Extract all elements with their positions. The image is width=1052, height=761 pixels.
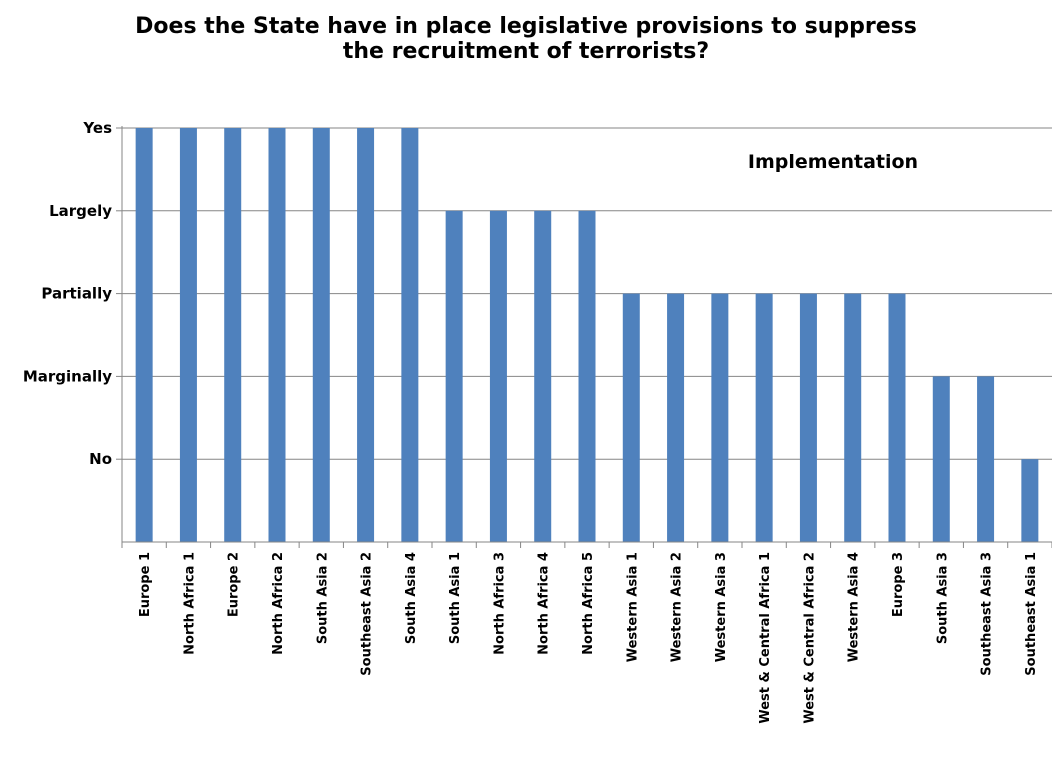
bar xyxy=(489,210,507,543)
bar xyxy=(357,128,375,542)
x-tick-label: South Asia 3 xyxy=(935,552,950,644)
x-axis-tick-labels: Europe 1 North Africa 1 Europe 2 North Afri… xyxy=(138,552,1039,724)
axes xyxy=(116,126,1052,548)
bar xyxy=(622,293,640,542)
bar xyxy=(888,293,906,542)
x-tick-label: South Asia 2 xyxy=(315,552,330,644)
bar xyxy=(799,293,817,542)
x-tick-label: North Africa 1 xyxy=(182,552,197,655)
x-tick-label: North Africa 3 xyxy=(492,552,507,655)
bar xyxy=(667,293,685,542)
x-tick-label: South Asia 1 xyxy=(448,552,463,644)
x-tick-label: Western Asia 3 xyxy=(714,552,729,662)
x-tick-label: Southeast Asia 1 xyxy=(1024,552,1039,676)
bar xyxy=(711,293,729,542)
x-tick-label: Europe 2 xyxy=(227,552,242,617)
chart-title-line-1: Does the State have in place legislative… xyxy=(135,14,917,39)
bar xyxy=(445,210,463,543)
bar xyxy=(534,210,552,543)
bar xyxy=(932,376,950,542)
x-tick-label: Europe 1 xyxy=(138,552,153,617)
x-tick-label: North Africa 5 xyxy=(581,552,596,655)
bar xyxy=(401,128,419,542)
bar xyxy=(135,128,153,542)
y-tick-label: Partially xyxy=(41,285,112,303)
y-tick-label: Marginally xyxy=(23,367,112,385)
x-tick-label: North Africa 4 xyxy=(537,552,552,655)
y-tick-label: Yes xyxy=(82,119,112,137)
bars xyxy=(135,128,1039,543)
x-tick-label: Southeast Asia 2 xyxy=(360,552,375,676)
implementation-annotation: Implementation xyxy=(748,151,918,173)
x-tick-label: Europe 3 xyxy=(891,552,906,617)
x-tick-label: South Asia 4 xyxy=(404,552,419,644)
x-tick-label: North Africa 2 xyxy=(271,552,286,655)
bar xyxy=(977,376,995,542)
bar xyxy=(578,210,596,543)
y-tick-label: Largely xyxy=(49,202,112,220)
x-tick-label: West & Central Africa 1 xyxy=(758,552,773,724)
bar xyxy=(755,293,773,542)
x-tick-label: Western Asia 1 xyxy=(625,552,640,662)
x-tick-label: Southeast Asia 3 xyxy=(980,552,995,676)
bar xyxy=(179,128,197,542)
bar xyxy=(268,128,286,542)
bar xyxy=(224,128,242,542)
bar xyxy=(312,128,330,542)
x-tick-label: Western Asia 4 xyxy=(847,552,862,662)
bar xyxy=(844,293,862,542)
x-tick-label: Western Asia 2 xyxy=(670,552,685,662)
x-tick-label: West & Central Africa 2 xyxy=(802,552,817,724)
y-axis-tick-labels: No Marginally Partially Largely Yes xyxy=(23,119,112,468)
bar xyxy=(1021,459,1039,542)
chart-title: Does the State have in place legislative… xyxy=(0,14,1052,64)
chart-title-line-2: the recruitment of terrorists? xyxy=(342,39,710,64)
y-tick-label: No xyxy=(89,450,112,468)
